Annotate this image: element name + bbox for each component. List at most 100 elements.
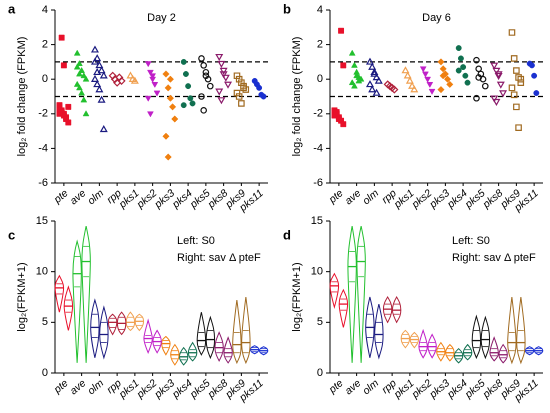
data-point bbox=[198, 55, 205, 62]
data-point bbox=[63, 116, 70, 122]
data-point bbox=[233, 72, 241, 80]
violin bbox=[170, 343, 180, 366]
violin bbox=[436, 341, 446, 362]
chart-title: Day 6 bbox=[422, 12, 451, 24]
data-point bbox=[370, 67, 379, 76]
data-point bbox=[219, 71, 228, 79]
data-point bbox=[531, 72, 538, 79]
data-point bbox=[151, 81, 159, 89]
violin bbox=[516, 296, 526, 365]
data-point bbox=[455, 45, 462, 51]
data-point bbox=[528, 62, 535, 69]
data-point bbox=[164, 153, 172, 161]
x-tick-label: olm bbox=[360, 377, 381, 397]
data-point bbox=[492, 67, 501, 75]
data-point bbox=[510, 91, 518, 99]
data-point bbox=[147, 69, 154, 76]
x-tick-label: olm bbox=[360, 187, 381, 207]
violin bbox=[223, 336, 233, 364]
data-point bbox=[517, 75, 525, 83]
data-point bbox=[492, 98, 501, 107]
data-point bbox=[180, 59, 187, 65]
data-point bbox=[147, 111, 154, 118]
data-point bbox=[428, 88, 436, 95]
data-point bbox=[464, 79, 471, 86]
violin bbox=[374, 303, 384, 360]
violin bbox=[453, 347, 464, 364]
data-point bbox=[73, 80, 81, 87]
data-point bbox=[365, 57, 374, 65]
y-tick-label: -6 bbox=[313, 177, 323, 189]
data-point bbox=[490, 62, 499, 70]
data-point bbox=[187, 95, 194, 102]
data-point bbox=[182, 71, 189, 77]
data-point bbox=[348, 49, 356, 56]
data-point bbox=[82, 75, 90, 82]
data-point bbox=[335, 116, 342, 122]
data-point bbox=[408, 81, 417, 89]
data-point bbox=[455, 67, 462, 74]
y-tick-label: 0 bbox=[42, 367, 48, 379]
violin bbox=[498, 343, 508, 364]
violin bbox=[471, 314, 482, 360]
y-tick-label: -2 bbox=[313, 108, 323, 120]
panel-label: c bbox=[8, 227, 15, 242]
y-tick-label: 5 bbox=[317, 316, 323, 328]
data-point bbox=[473, 94, 480, 102]
data-point bbox=[499, 90, 508, 98]
y-tick-label: 2 bbox=[317, 39, 323, 51]
panel-label: b bbox=[283, 1, 291, 16]
violin bbox=[249, 345, 260, 355]
data-point bbox=[460, 64, 467, 70]
panel-label: a bbox=[8, 1, 16, 16]
violin bbox=[54, 274, 65, 313]
data-point bbox=[73, 63, 81, 70]
y-tick-label: 15 bbox=[36, 215, 48, 227]
data-point bbox=[462, 72, 469, 79]
data-point bbox=[517, 79, 525, 86]
violin bbox=[178, 346, 189, 366]
violin bbox=[196, 312, 207, 356]
data-point bbox=[508, 29, 516, 36]
data-point bbox=[475, 74, 482, 81]
violin bbox=[418, 328, 428, 359]
y-tick-label: 0 bbox=[317, 73, 323, 85]
data-point bbox=[90, 74, 99, 82]
data-point bbox=[426, 81, 434, 89]
data-point bbox=[238, 100, 245, 107]
y-tick-label: 4 bbox=[317, 4, 323, 16]
data-point bbox=[215, 88, 224, 96]
data-point bbox=[481, 82, 489, 90]
y-tick-label: 2 bbox=[42, 39, 48, 51]
data-point bbox=[168, 103, 177, 111]
legend-text: Left: S0 bbox=[452, 235, 490, 247]
x-tick-label: olm bbox=[85, 187, 106, 207]
data-point bbox=[164, 84, 172, 92]
y-axis-label: log₂ fold change (FPKM) bbox=[16, 37, 28, 157]
data-point bbox=[240, 84, 247, 92]
data-point bbox=[475, 65, 482, 73]
x-tick-label: olm bbox=[85, 377, 106, 397]
data-point bbox=[422, 71, 429, 78]
y-tick-label: -4 bbox=[38, 142, 48, 154]
violin bbox=[462, 343, 473, 361]
violin bbox=[107, 313, 118, 336]
data-point bbox=[477, 70, 485, 78]
data-point bbox=[403, 71, 412, 79]
violin bbox=[81, 225, 91, 363]
violin bbox=[382, 296, 393, 324]
y-axis-label: log₂(FPKM+1) bbox=[16, 262, 28, 331]
y-tick-label: -2 bbox=[38, 108, 48, 120]
data-point bbox=[473, 56, 480, 64]
data-point bbox=[144, 95, 152, 102]
data-point bbox=[149, 73, 157, 80]
data-point bbox=[95, 85, 104, 93]
violin bbox=[116, 311, 127, 336]
data-point bbox=[189, 100, 196, 107]
violin bbox=[489, 336, 499, 362]
data-point bbox=[65, 103, 72, 110]
data-point bbox=[439, 65, 447, 73]
y-tick-label: 15 bbox=[311, 215, 323, 227]
data-point bbox=[180, 102, 187, 109]
